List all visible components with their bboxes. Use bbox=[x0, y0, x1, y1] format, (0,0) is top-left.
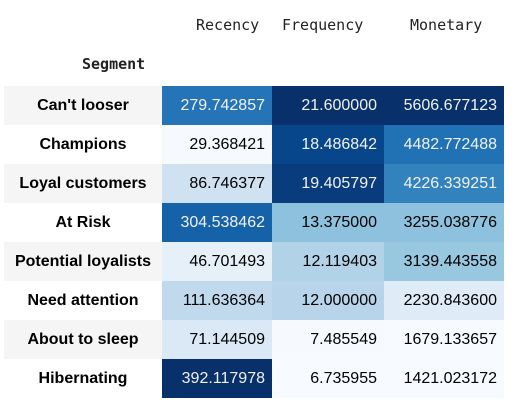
frequency-cell: 7.485549 bbox=[272, 320, 384, 359]
row-label: Potential loyalists bbox=[4, 242, 162, 281]
table-row: Champions 29.368421 18.486842 4482.77248… bbox=[4, 125, 504, 164]
column-header-monetary: Monetary bbox=[410, 16, 483, 34]
frequency-cell: 13.375000 bbox=[272, 203, 384, 242]
recency-cell: 86.746377 bbox=[162, 164, 272, 203]
recency-cell: 71.144509 bbox=[162, 320, 272, 359]
segment-table: Can't looser 279.742857 21.600000 5606.6… bbox=[4, 86, 504, 398]
frequency-cell: 12.119403 bbox=[272, 242, 384, 281]
table-row: Need attention 111.636364 12.000000 2230… bbox=[4, 281, 504, 320]
frequency-cell: 18.486842 bbox=[272, 125, 384, 164]
frequency-cell: 19.405797 bbox=[272, 164, 384, 203]
recency-cell: 304.538462 bbox=[162, 203, 272, 242]
monetary-cell: 3255.038776 bbox=[384, 203, 504, 242]
row-label: Champions bbox=[4, 125, 162, 164]
row-label: Hibernating bbox=[4, 359, 162, 398]
row-label: Loyal customers bbox=[4, 164, 162, 203]
monetary-cell: 4226.339251 bbox=[384, 164, 504, 203]
table-row: Potential loyalists 46.701493 12.119403 … bbox=[4, 242, 504, 281]
recency-cell: 46.701493 bbox=[162, 242, 272, 281]
monetary-cell: 4482.772488 bbox=[384, 125, 504, 164]
table-row: At Risk 304.538462 13.375000 3255.038776 bbox=[4, 203, 504, 242]
frequency-cell: 21.600000 bbox=[272, 86, 384, 125]
monetary-cell: 1421.023172 bbox=[384, 359, 504, 398]
recency-cell: 392.117978 bbox=[162, 359, 272, 398]
row-label: Can't looser bbox=[4, 86, 162, 125]
monetary-cell: 3139.443558 bbox=[384, 242, 504, 281]
monetary-cell: 5606.677123 bbox=[384, 86, 504, 125]
row-label: Need attention bbox=[4, 281, 162, 320]
frequency-cell: 6.735955 bbox=[272, 359, 384, 398]
frequency-cell: 12.000000 bbox=[272, 281, 384, 320]
recency-cell: 29.368421 bbox=[162, 125, 272, 164]
table-row: Hibernating 392.117978 6.735955 1421.023… bbox=[4, 359, 504, 398]
table-row: Can't looser 279.742857 21.600000 5606.6… bbox=[4, 86, 504, 125]
recency-cell: 111.636364 bbox=[162, 281, 272, 320]
column-header-recency: Recency bbox=[196, 16, 260, 34]
column-header-frequency: Frequency bbox=[282, 16, 364, 34]
row-label: About to sleep bbox=[4, 320, 162, 359]
recency-cell: 279.742857 bbox=[162, 86, 272, 125]
monetary-cell: 2230.843600 bbox=[384, 281, 504, 320]
monetary-cell: 1679.133657 bbox=[384, 320, 504, 359]
index-name-segment: Segment bbox=[82, 55, 146, 73]
table-row: Loyal customers 86.746377 19.405797 4226… bbox=[4, 164, 504, 203]
row-label: At Risk bbox=[4, 203, 162, 242]
table-row: About to sleep 71.144509 7.485549 1679.1… bbox=[4, 320, 504, 359]
